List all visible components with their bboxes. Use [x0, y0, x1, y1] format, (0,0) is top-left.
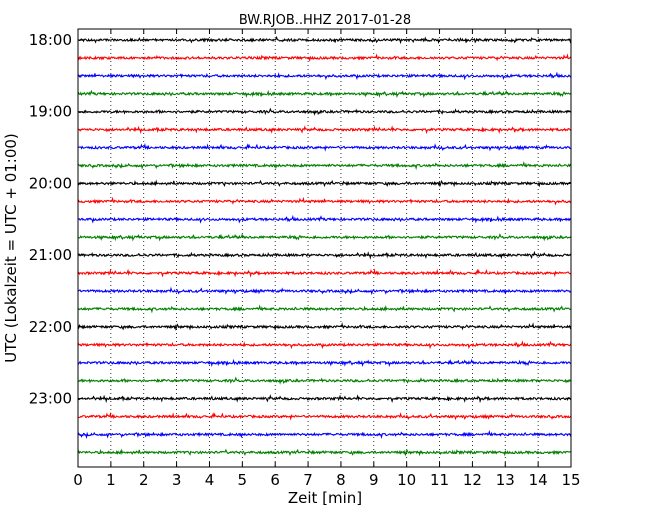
y-tick-label: 23:00 [29, 390, 72, 408]
trace-2100 [78, 250, 572, 260]
trace-2130 [77, 286, 572, 296]
x-axis-ticks: 0 1 2 3 4 5 6 7 8 9 10 11 12 13 14 15 [73, 29, 581, 489]
x-tick-label: 10 [397, 471, 416, 489]
trace-2045 [77, 233, 572, 242]
y-axis-label: UTC (Lokalzeit = UTC + 01:00) [2, 133, 20, 363]
x-tick-label: 5 [238, 471, 248, 489]
y-tick-label: 20:00 [29, 174, 72, 192]
trace-1800 [77, 35, 572, 45]
trace-2015 [77, 196, 572, 206]
x-tick-label: 9 [369, 471, 379, 489]
trace-2215 [77, 340, 572, 350]
trace-2330 [77, 429, 572, 440]
trace-1815 [77, 53, 572, 63]
trace-1945 [77, 160, 572, 171]
trace-1930 [77, 142, 572, 152]
trace-2000 [77, 179, 572, 188]
x-tick-label: 3 [172, 471, 182, 489]
trace-1830 [77, 71, 572, 81]
y-tick-label: 18:00 [29, 31, 72, 49]
trace-2200 [77, 322, 572, 331]
trace-2230 [77, 358, 572, 368]
trace-2300 [77, 394, 572, 404]
x-tick-label: 7 [303, 471, 313, 489]
x-tick-label: 0 [73, 471, 83, 489]
x-tick-label: 4 [205, 471, 215, 489]
y-tick-label: 21:00 [29, 246, 72, 264]
x-tick-label: 11 [430, 471, 449, 489]
trace-2345 [77, 448, 572, 457]
x-tick-label: 8 [336, 471, 346, 489]
y-axis-ticks: 18:00 19:00 20:00 21:00 22:00 23:00 [29, 31, 571, 408]
trace-1845 [77, 89, 572, 99]
x-tick-label: 14 [529, 471, 548, 489]
x-tick-label: 2 [139, 471, 149, 489]
x-tick-label: 15 [561, 471, 580, 489]
x-axis-label: Zeit [min] [288, 489, 362, 507]
x-tick-label: 1 [106, 471, 116, 489]
trace-2145 [77, 304, 572, 314]
trace-2115 [77, 268, 572, 278]
x-tick-label: 6 [270, 471, 280, 489]
x-tick-label: 12 [463, 471, 482, 489]
y-tick-label: 19:00 [29, 103, 72, 121]
trace-1900 [77, 107, 572, 116]
trace-1915 [77, 125, 572, 135]
y-tick-label: 22:00 [29, 318, 72, 336]
trace-2245 [77, 376, 572, 385]
plot-frame [77, 28, 572, 468]
chart-title: BW.RJOB..HHZ 2017-01-28 [239, 13, 411, 28]
trace-2030 [77, 214, 572, 224]
seismogram-traces [77, 35, 572, 457]
x-tick-label: 13 [496, 471, 515, 489]
trace-2315 [77, 411, 572, 421]
